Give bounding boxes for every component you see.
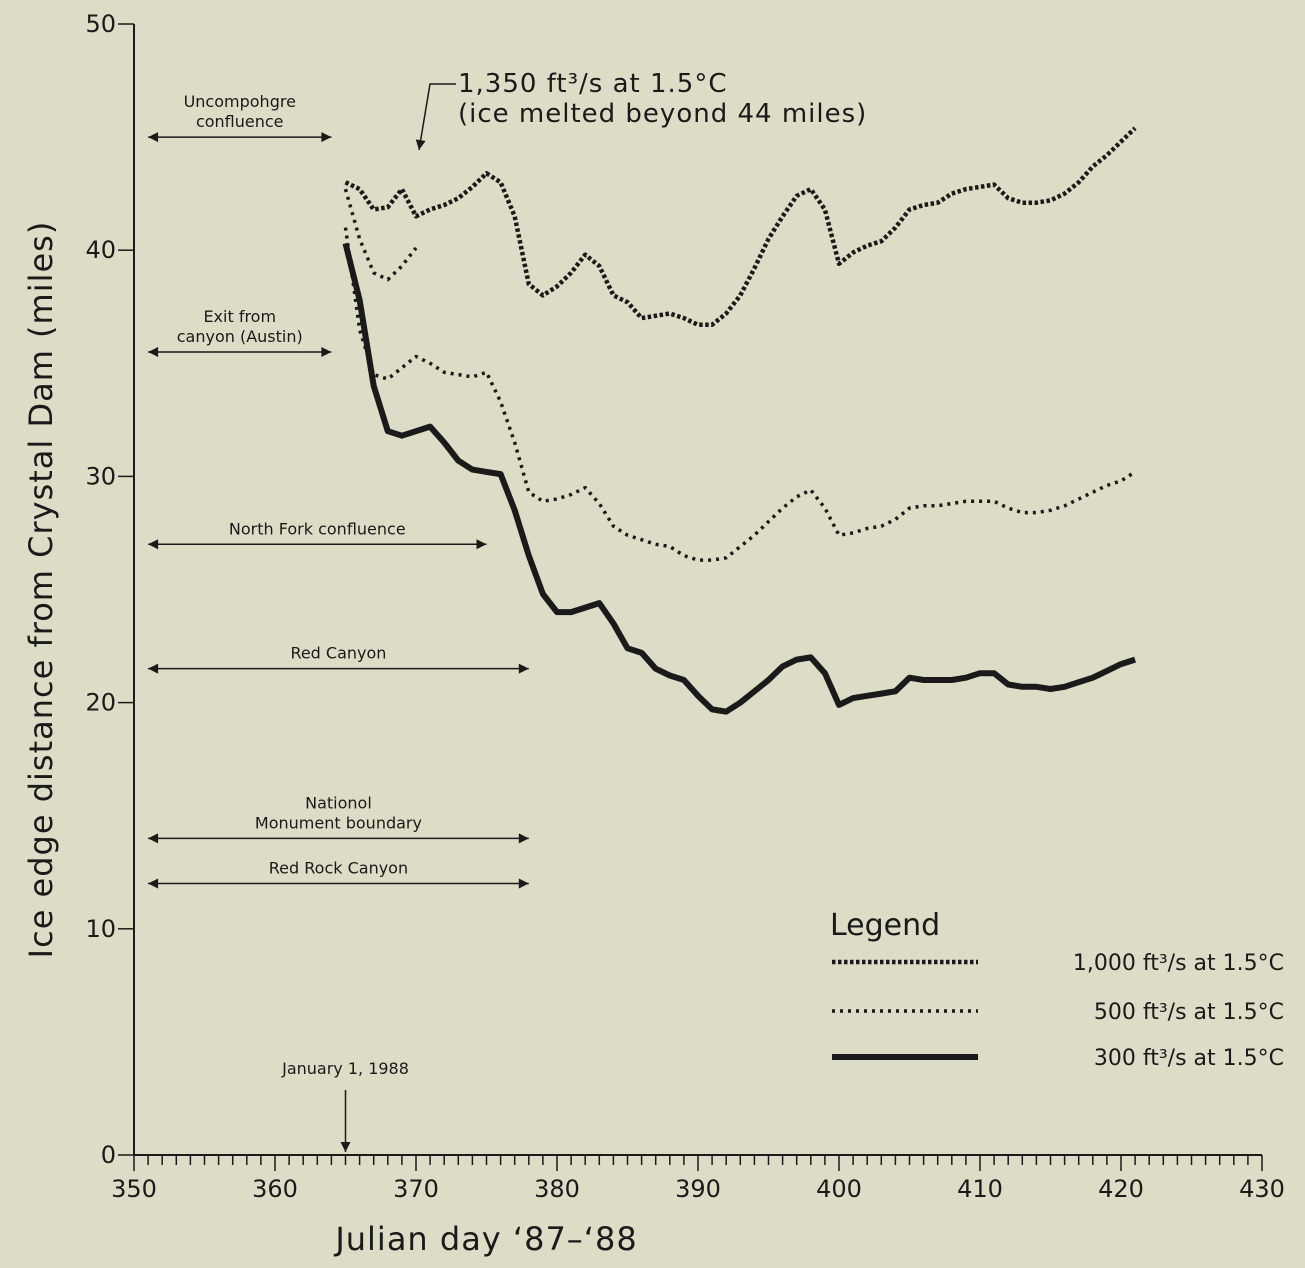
- range-annotation: Red Rock Canyon: [148, 859, 529, 889]
- x-tick-label: 420: [1098, 1175, 1144, 1203]
- flow-1350-label: 1,350 ft³/s at 1.5°C: [458, 69, 727, 99]
- range-annotation-label: Nationol: [305, 793, 372, 812]
- series-1: [344, 126, 1137, 328]
- series-layer: [342, 126, 1137, 715]
- series-line: [342, 242, 1137, 715]
- x-tick-label: 350: [111, 1175, 157, 1203]
- x-tick-label: 370: [393, 1175, 439, 1203]
- flow-1350-note: (ice melted beyond 44 miles): [458, 99, 867, 129]
- range-annotation-label: canyon (Austin): [177, 327, 303, 346]
- callouts: 1,350 ft³/s at 1.5°C(ice melted beyond 4…: [281, 69, 867, 1152]
- legend: Legend 1,000 ft³/s at 1.5°C 500 ft³/s at 1…: [830, 908, 1284, 1071]
- y-tick-label: 20: [85, 689, 116, 717]
- range-annotation-label: Exit from: [203, 307, 276, 326]
- range-annotation: North Fork confluence: [148, 519, 487, 550]
- flow-1350-callout: 1,350 ft³/s at 1.5°C(ice melted beyond 4…: [415, 69, 867, 151]
- x-tick-label: 400: [816, 1175, 862, 1203]
- x-tick-label: 380: [534, 1175, 580, 1203]
- range-annotation-label: Monument boundary: [255, 813, 422, 832]
- january-callout: January 1, 1988: [281, 1059, 409, 1152]
- series-line: [343, 227, 1137, 562]
- flow-1350-arrow: [415, 83, 456, 151]
- legend-label: 300 ft³/s at 1.5°C: [1094, 1046, 1284, 1071]
- axes: 350 360 370 380 390 400 410 420 430 0 10 20 30 40 50: [85, 10, 1284, 1203]
- legend-label: 500 ft³/s at 1.5°C: [1094, 1000, 1284, 1025]
- range-annotation: Red Canyon: [148, 644, 529, 674]
- x-tick-label: 410: [957, 1175, 1003, 1203]
- range-annotation-label: confluence: [196, 112, 284, 131]
- x-tick-label: 360: [252, 1175, 298, 1203]
- range-annotation-label: Uncompohgre: [184, 92, 296, 111]
- legend-label: 1,000 ft³/s at 1.5°C: [1073, 951, 1284, 976]
- y-tick-label: 40: [85, 236, 116, 264]
- series-2: [343, 188, 1137, 562]
- x-axis-title: Julian day ‘87–‘88: [333, 1220, 637, 1258]
- y-tick-label: 30: [85, 462, 116, 490]
- series-3: [342, 242, 1137, 715]
- range-annotation-label: Red Canyon: [290, 644, 386, 663]
- range-annotation-label: Red Rock Canyon: [269, 859, 408, 878]
- january-label: January 1, 1988: [281, 1059, 409, 1078]
- y-tick-label: 0: [101, 1141, 116, 1169]
- y-tick-label: 10: [85, 915, 116, 943]
- legend-title: Legend: [830, 908, 940, 943]
- series-line: [344, 126, 1137, 328]
- x-tick-label: 390: [675, 1175, 721, 1203]
- y-axis-title: Ice edge distance from Crystal Dam (mile…: [22, 221, 60, 959]
- y-tick-label: 50: [85, 10, 116, 38]
- x-tick-label: 430: [1239, 1175, 1285, 1203]
- series-line: [343, 188, 418, 282]
- range-annotation-label: North Fork confluence: [229, 519, 406, 538]
